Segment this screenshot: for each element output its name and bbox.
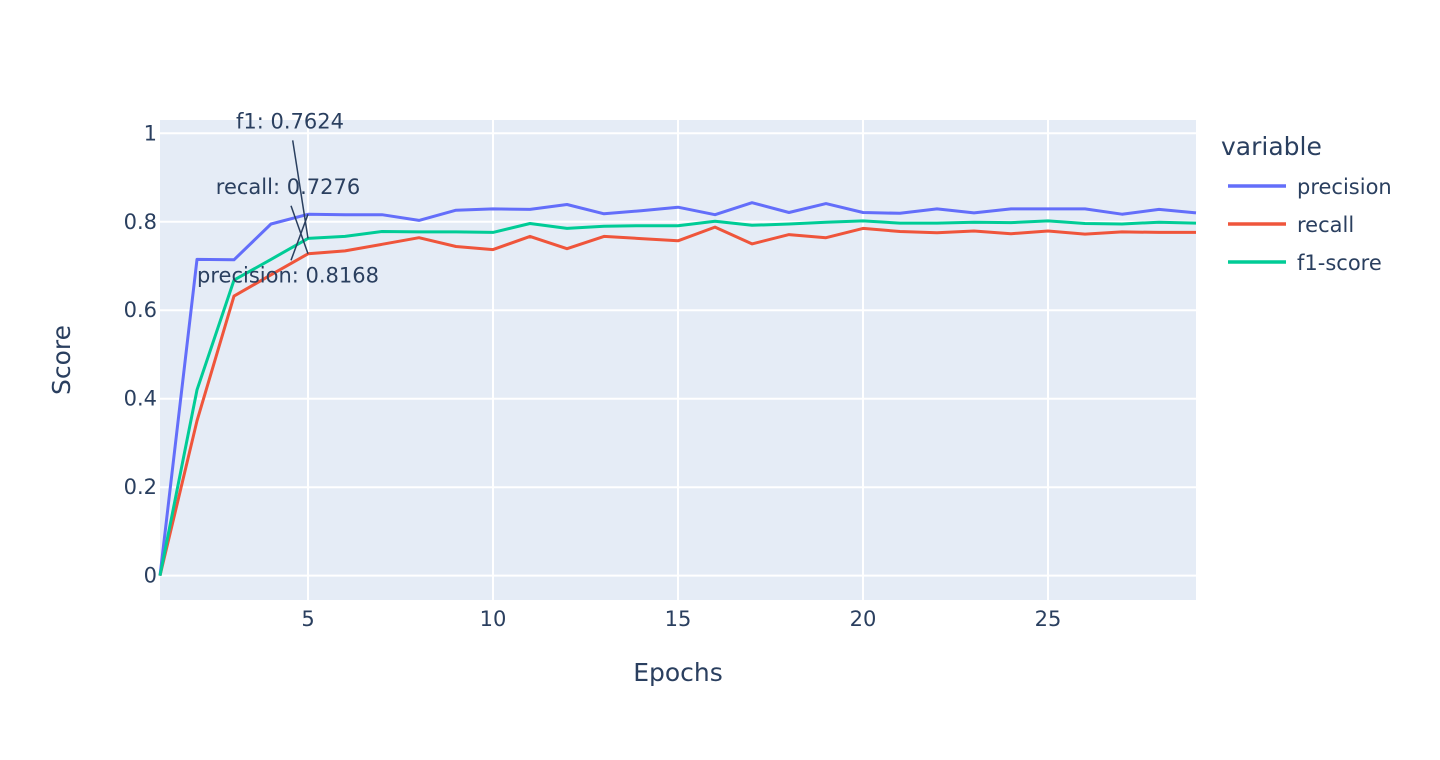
x-tick-label: 25	[1035, 607, 1062, 631]
y-tick-label: 0.8	[124, 210, 157, 234]
annotation-label: recall: 0.7276	[216, 175, 360, 199]
legend-item-precision[interactable]: precision	[1228, 175, 1392, 199]
legend-label: recall	[1297, 213, 1354, 237]
series-line-precision	[158, 201, 1197, 576]
legend-label: f1-score	[1297, 251, 1382, 275]
legend-item-f1-score[interactable]: f1-score	[1228, 251, 1382, 275]
annotation-arrow	[290, 205, 309, 255]
annotation-arrow	[290, 214, 309, 261]
annotation-label: f1: 0.7624	[236, 109, 344, 133]
legend-title: variable	[1221, 132, 1322, 161]
y-axis-ticks: 0 0.2 0.4 0.6 0.8 1	[124, 121, 157, 587]
annotations: f1: 0.7624 recall: 0.7276 precision: 0.816…	[197, 109, 379, 287]
annotation-label: precision: 0.8168	[197, 263, 379, 287]
y-axis-title: Score	[47, 325, 76, 395]
series-lines	[158, 201, 1197, 577]
legend-label: precision	[1297, 175, 1392, 199]
x-tick-label: 10	[480, 607, 507, 631]
legend-item-recall[interactable]: recall	[1228, 213, 1354, 237]
x-tick-label: 5	[301, 607, 314, 631]
y-tick-label: 0.4	[124, 387, 157, 411]
x-tick-label: 20	[850, 607, 877, 631]
x-axis-title: Epochs	[633, 658, 723, 687]
y-tick-label: 1	[144, 121, 157, 145]
y-tick-label: 0	[144, 564, 157, 588]
series-line-recall	[158, 225, 1196, 577]
x-axis-ticks: 5 10 15 20 25	[301, 607, 1061, 631]
series-line-f1-score	[158, 219, 1197, 576]
legend: variable precision recall f1-score	[1221, 132, 1392, 275]
y-tick-label: 0.6	[124, 298, 157, 322]
y-tick-label: 0.2	[124, 475, 157, 499]
x-tick-label: 15	[665, 607, 692, 631]
